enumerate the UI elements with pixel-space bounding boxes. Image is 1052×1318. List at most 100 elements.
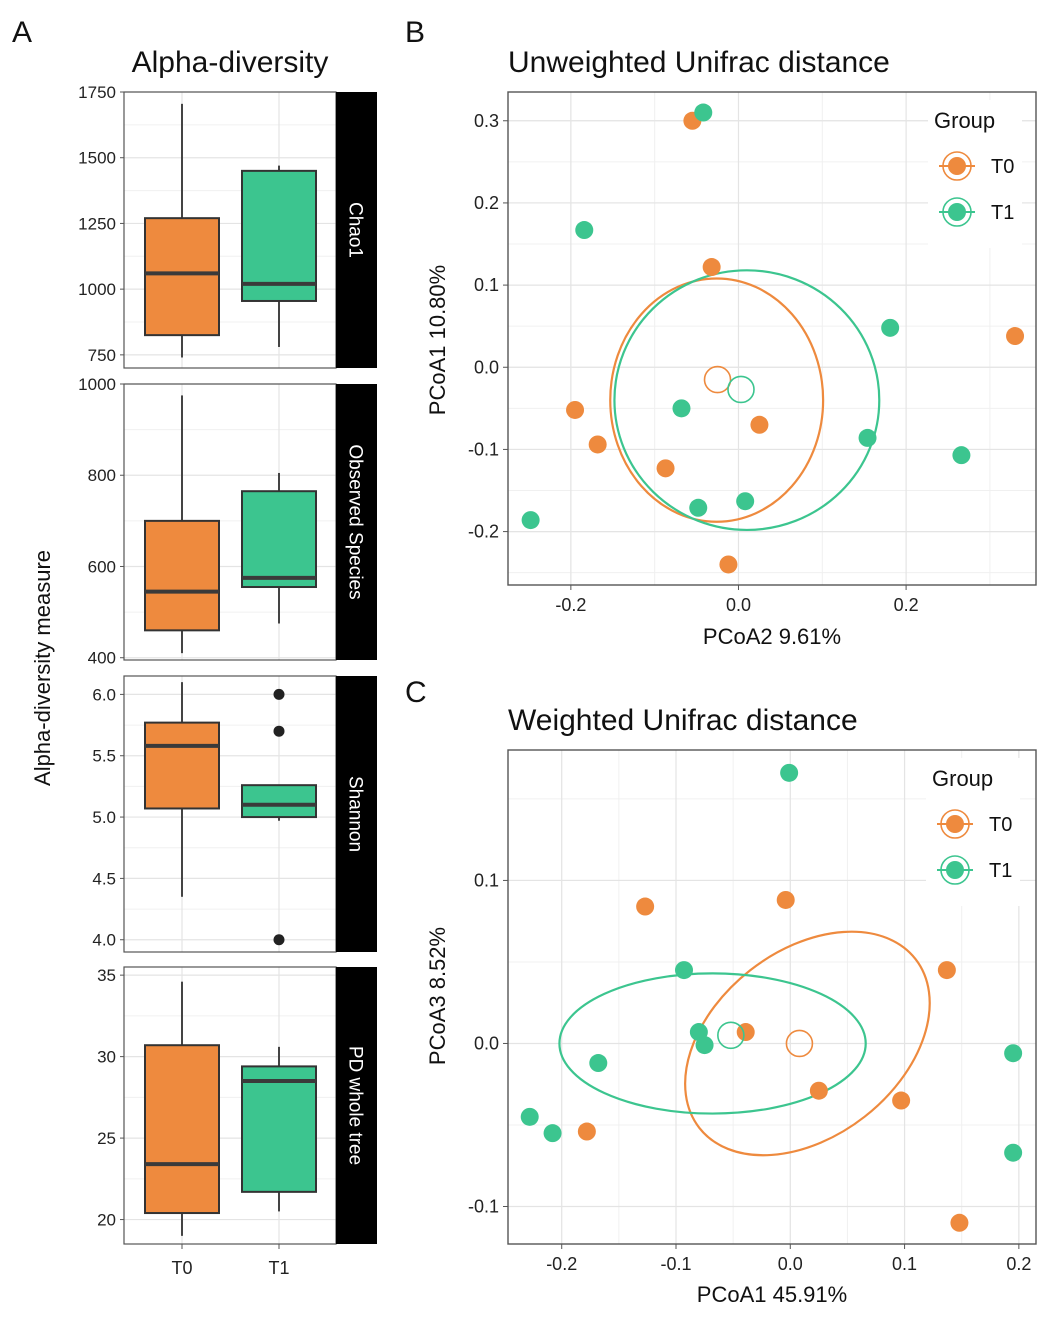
confidence-ellipse-t0 bbox=[609, 277, 825, 523]
x-tick-label: -0.2 bbox=[555, 595, 586, 615]
centroid-t1 bbox=[727, 375, 755, 404]
iqr-box bbox=[144, 519, 220, 632]
y-tick-label: 0.0 bbox=[474, 357, 499, 377]
data-point bbox=[589, 1054, 608, 1073]
legend-key-ring bbox=[942, 197, 972, 227]
y-tick-label: -0.1 bbox=[468, 439, 499, 459]
legend-key-ring bbox=[942, 151, 972, 181]
data-point bbox=[672, 399, 691, 418]
legend-item-t1: T1 bbox=[939, 197, 1014, 227]
x-tick-label: 0.2 bbox=[894, 595, 919, 615]
x-tick-label: -0.2 bbox=[546, 1254, 577, 1274]
legend-title: Group bbox=[932, 766, 993, 791]
data-point bbox=[950, 1213, 969, 1232]
legend-key-ring bbox=[940, 855, 970, 885]
data-point bbox=[881, 318, 900, 337]
facet-pd-whole-tree: 20 25 30 35 PD whole tree bbox=[97, 966, 377, 1245]
iqr-box bbox=[144, 217, 220, 337]
y-tick-label: 25 bbox=[97, 1129, 116, 1148]
box-t0 bbox=[144, 395, 220, 654]
box-t1 bbox=[241, 165, 317, 347]
y-tick-label: 5.5 bbox=[92, 747, 116, 766]
series-t1 bbox=[520, 763, 1023, 1162]
confidence-ellipse-t0 bbox=[684, 930, 931, 1157]
series-t1 bbox=[521, 103, 971, 530]
box-t0 bbox=[144, 682, 220, 897]
unweighted-title: Unweighted Unifrac distance bbox=[508, 46, 890, 79]
box-t0 bbox=[144, 981, 220, 1236]
centroid-t0 bbox=[703, 365, 732, 394]
facet-strip-label: PD whole tree bbox=[345, 1046, 366, 1165]
weighted-x-label: PCoA1 45.91% bbox=[697, 1282, 847, 1307]
data-point bbox=[736, 492, 755, 511]
box-t1 bbox=[241, 688, 317, 946]
centroid-t1 bbox=[717, 1021, 745, 1050]
legend-title: Group bbox=[934, 108, 995, 133]
y-tick-label: 750 bbox=[88, 346, 116, 365]
outlier-point bbox=[273, 934, 285, 946]
data-point bbox=[858, 428, 877, 447]
data-point bbox=[675, 961, 693, 980]
iqr-box bbox=[144, 1044, 220, 1215]
y-tick-label: 0.2 bbox=[474, 193, 499, 213]
y-tick-label: 1250 bbox=[78, 214, 116, 233]
data-point bbox=[952, 446, 971, 465]
data-point bbox=[566, 400, 585, 419]
plot-frame bbox=[507, 91, 1037, 586]
facet-chao1: 750 1000 1250 1500 1750 Chao1 bbox=[78, 83, 377, 369]
legend-label: T0 bbox=[989, 814, 1012, 836]
y-tick-label: 600 bbox=[88, 557, 116, 576]
legend-label: T0 bbox=[991, 156, 1014, 178]
facet-strip-label: Shannon bbox=[345, 776, 366, 852]
facet-strip bbox=[336, 676, 377, 952]
legend-unweighted: Group T0 T1 bbox=[928, 100, 1022, 248]
alpha-title: Alpha-diversity bbox=[132, 46, 329, 79]
y-tick-label: 800 bbox=[88, 466, 116, 485]
facet-shannon: 4.0 4.5 5.0 5.5 6.0 Shannon bbox=[92, 675, 377, 953]
weighted-title: Weighted Unifrac distance bbox=[508, 704, 858, 737]
data-point bbox=[543, 1124, 562, 1143]
y-tick-label: 4.5 bbox=[92, 869, 116, 888]
facet-observed-species: 400 600 800 1000 Observed Species bbox=[78, 375, 377, 668]
outlier-point bbox=[273, 725, 285, 737]
legend-item-t0: T0 bbox=[937, 809, 1012, 839]
panel-letter-a: A bbox=[12, 16, 32, 49]
legend-label: T1 bbox=[989, 860, 1012, 882]
y-tick-label: 30 bbox=[97, 1048, 116, 1067]
iqr-box bbox=[241, 169, 317, 302]
y-tick-label: 35 bbox=[97, 966, 116, 985]
data-point bbox=[1004, 1044, 1023, 1063]
y-tick-label: 1000 bbox=[78, 280, 116, 299]
confidence-ellipse-t1 bbox=[558, 972, 867, 1115]
y-tick-label: 0.1 bbox=[474, 275, 499, 295]
alpha-y-label: Alpha-diversity measure bbox=[30, 550, 55, 786]
y-tick-label: 0.1 bbox=[474, 870, 499, 890]
data-point bbox=[780, 763, 799, 782]
outlier-point bbox=[273, 688, 285, 700]
y-tick-label: 1750 bbox=[78, 83, 116, 102]
x-tick-label: 0.2 bbox=[1006, 1254, 1031, 1274]
y-tick-label: 0.0 bbox=[474, 1033, 499, 1053]
x-tick-label-t0: T0 bbox=[171, 1258, 192, 1278]
legend-item-t0: T0 bbox=[939, 151, 1014, 181]
iqr-box bbox=[241, 784, 317, 819]
x-tick-label-t1: T1 bbox=[268, 1258, 289, 1278]
facet-strip-label: Observed Species bbox=[345, 444, 366, 599]
data-point bbox=[892, 1091, 911, 1110]
data-point bbox=[689, 498, 708, 517]
series-t0 bbox=[577, 890, 969, 1232]
facet-strip bbox=[336, 384, 377, 660]
y-tick-label: -0.2 bbox=[468, 522, 499, 542]
alpha-diversity-panel: A Alpha-diversity Alpha-diversity measur… bbox=[12, 16, 377, 1278]
y-tick-label: 6.0 bbox=[92, 685, 116, 704]
plot-frame bbox=[507, 749, 1037, 1245]
box-t0 bbox=[144, 103, 220, 358]
data-point bbox=[588, 435, 607, 454]
centroid-t0 bbox=[785, 1029, 814, 1058]
legend-key-dot bbox=[946, 815, 964, 833]
legend-item-t1: T1 bbox=[937, 855, 1012, 885]
legend-key-dot bbox=[946, 861, 964, 879]
y-tick-label: 1000 bbox=[78, 375, 116, 394]
legend-background bbox=[928, 100, 1022, 248]
data-point bbox=[521, 511, 540, 530]
